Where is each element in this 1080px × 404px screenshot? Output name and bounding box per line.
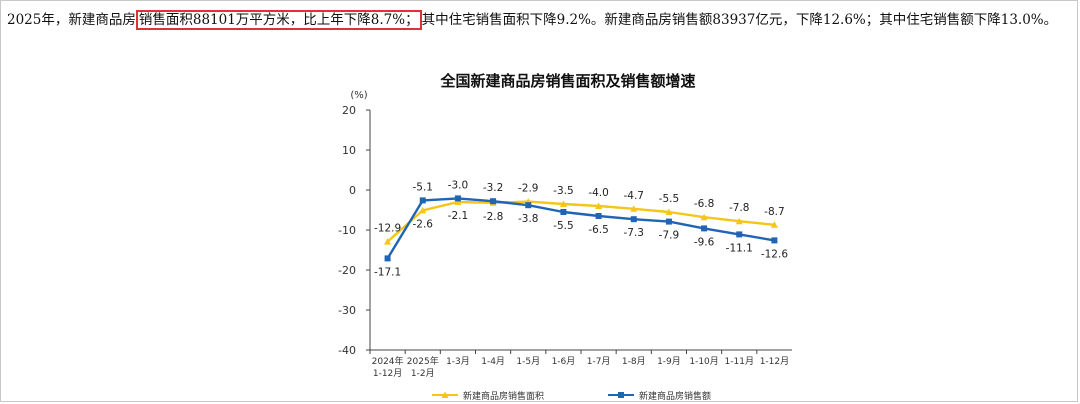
x-tick-label: 1-2月: [411, 368, 435, 379]
y-tick-label: 20: [342, 104, 356, 117]
area-data-label: -12.9: [374, 223, 401, 235]
sales-data-label: -5.1: [413, 181, 434, 193]
sales-point: [665, 218, 672, 225]
area-data-label: -8.7: [764, 206, 785, 218]
area-point: [384, 238, 392, 245]
x-tick-label: 1-8月: [622, 356, 646, 367]
y-tick-label: -10: [338, 224, 356, 237]
area-data-label: -4.0: [588, 187, 609, 199]
sales-point: [595, 213, 602, 219]
area-data-label: -2.8: [483, 211, 504, 223]
sales-data-label: -3.8: [518, 213, 539, 225]
area-data-label: -7.8: [729, 202, 750, 214]
x-tick-label: 1-5月: [516, 356, 540, 367]
x-tick-label: 1-6月: [552, 356, 576, 367]
y-tick-label: 10: [342, 144, 356, 157]
area-data-label: -2.6: [413, 218, 434, 230]
data-labels: -12.9 -17.1 -2.6 -5.1 -2.1 -3.0 -2.8 -3.2 -2.9 -3…: [374, 179, 788, 278]
sales-data-label: -9.6: [694, 236, 715, 248]
legend-label: 新建商品房销售面积: [463, 390, 544, 402]
chart-title: 全国新建商品房销售面积及销售额增速: [439, 72, 695, 90]
y-tick-label: -40: [338, 344, 356, 357]
x-tick-label: 1-11月: [725, 356, 754, 367]
legend-marker-triangle: [441, 391, 449, 398]
sales-data-label: -17.1: [374, 266, 401, 278]
area-point: [700, 213, 708, 221]
article-paragraph: 2025年，新建商品房 销售面积88101万平方米，比上年下降8.7%； 其中住宅销…: [7, 10, 1077, 30]
sales-point: [630, 216, 637, 223]
area-data-label: -5.5: [659, 193, 680, 205]
area-point: [454, 198, 462, 205]
sales-point: [490, 198, 497, 205]
legend-label: 新建商品房销售额: [639, 390, 711, 402]
area-point: [665, 208, 673, 215]
area-point: [595, 202, 603, 209]
x-tick-label: 1-7月: [587, 356, 611, 367]
area-data-label: -3.5: [553, 185, 574, 197]
series-line-1: [386, 200, 775, 243]
sales-point: [384, 255, 391, 262]
sales-data-label: -11.1: [726, 242, 753, 254]
area-data-label: -4.7: [624, 190, 645, 202]
sales-point: [736, 231, 743, 238]
series-markers: [384, 195, 778, 262]
sales-point: [701, 225, 708, 232]
sales-data-label: -7.3: [624, 227, 645, 239]
area-point: [735, 217, 743, 225]
x-tick-label: 1-12月: [760, 356, 789, 367]
sales-point: [454, 195, 461, 202]
x-tick-label: 1-9月: [657, 356, 681, 367]
sales-data-label: -12.6: [761, 248, 788, 260]
area-point: [630, 205, 638, 212]
y-axis-unit-label: (%): [350, 90, 367, 101]
sales-data-label: -7.9: [659, 230, 680, 242]
x-tick-label: 1-3月: [446, 356, 470, 367]
sales-data-label: -3.2: [483, 182, 504, 194]
y-tick-label: -20: [338, 264, 356, 277]
area-data-label: -6.8: [694, 198, 715, 210]
area-data-label: -2.9: [518, 183, 539, 195]
area-point: [770, 221, 778, 228]
x-tick-label: 1-10月: [689, 356, 718, 367]
highlighted-text: 销售面积88101万平方米，比上年下降8.7%；: [135, 10, 422, 30]
x-tick-label: 1-4月: [481, 356, 505, 367]
sales-point: [525, 202, 532, 209]
x-tick-label: 2024年: [372, 355, 404, 367]
sales-data-label: -3.0: [448, 179, 469, 191]
paragraph-text-after: 其中住宅销售面积下降9.2%。新建商品房销售额83937亿元，下降12.6%；其…: [421, 12, 1058, 28]
sales-data-label: -5.5: [553, 220, 574, 232]
sales-point: [771, 237, 778, 244]
legend-marker-square: [618, 392, 624, 398]
series-lines: [386, 197, 775, 260]
area-point: [419, 206, 427, 214]
series-line-2: [386, 197, 775, 260]
sales-point: [560, 209, 567, 215]
paragraph-text-before: 2025年，新建商品房: [7, 12, 136, 28]
x-tick-label: 1-12月: [373, 368, 402, 379]
chart-legend: 新建商品房销售面积 新建商品房销售额: [432, 390, 711, 402]
x-tick-label: 2025年: [407, 355, 439, 367]
y-tick-label: -30: [338, 304, 356, 317]
area-data-label: -2.1: [448, 210, 469, 222]
area-point: [559, 200, 567, 207]
sales-data-label: -6.5: [588, 224, 609, 236]
sales-point: [419, 197, 426, 204]
y-tick-label: 0: [349, 184, 356, 197]
